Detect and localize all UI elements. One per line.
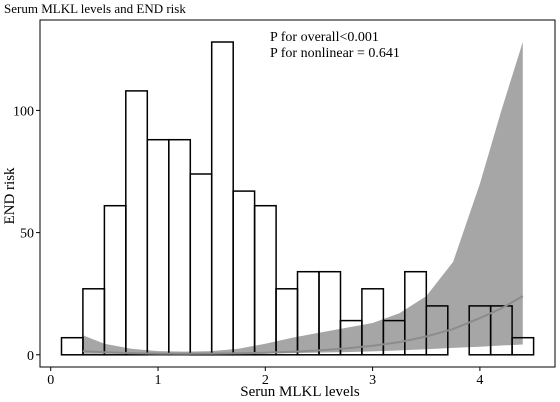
y-tick-label: 100 (13, 104, 34, 119)
ci-band-layer (82, 42, 523, 354)
histogram-bar (168, 138, 192, 356)
histogram-bar (125, 90, 149, 356)
histogram-bar (489, 305, 513, 356)
histogram-bar (232, 190, 256, 356)
histogram-layer (60, 41, 535, 356)
histogram-bar (253, 204, 277, 356)
x-tick-label: 1 (155, 373, 162, 388)
x-axis-label: Serun MLKL levels (240, 384, 360, 400)
histogram-bar (425, 305, 449, 356)
histogram-bar (404, 270, 428, 356)
histogram-bar (146, 138, 170, 356)
histogram-bar (275, 288, 299, 356)
histogram-bar (189, 173, 213, 356)
histogram-bar (296, 270, 320, 356)
y-axis-label: END risk (2, 167, 18, 225)
x-tick-label: 3 (369, 373, 376, 388)
x-tick-label: 2 (262, 373, 269, 388)
axis-layer: 0 1 2 3 4 0 50 100 (13, 104, 483, 388)
annotation-p-nonlinear: P for nonlinear = 0.641 (270, 46, 400, 61)
histogram-bar (82, 288, 106, 356)
plot-frame (39, 19, 556, 368)
ci-band (82, 42, 523, 354)
histogram-bar (382, 319, 406, 356)
histogram-bar (60, 336, 84, 356)
spline-layer (82, 295, 524, 355)
histogram-bar (468, 305, 492, 356)
annotation-p-overall: P for overall<0.001 (270, 30, 379, 45)
histogram-bar (318, 270, 342, 356)
histogram-bar (103, 204, 127, 356)
spline-line (82, 295, 524, 355)
y-tick-label: 0 (27, 349, 34, 364)
x-tick-label: 4 (476, 373, 483, 388)
x-tick-label: 0 (47, 373, 54, 388)
y-tick-label: 50 (20, 227, 34, 242)
histogram-bar (339, 319, 363, 356)
histogram-bar (210, 41, 234, 356)
chart-title: Serum MLKL levels and END risk (4, 1, 186, 16)
histogram-bar (511, 336, 535, 356)
